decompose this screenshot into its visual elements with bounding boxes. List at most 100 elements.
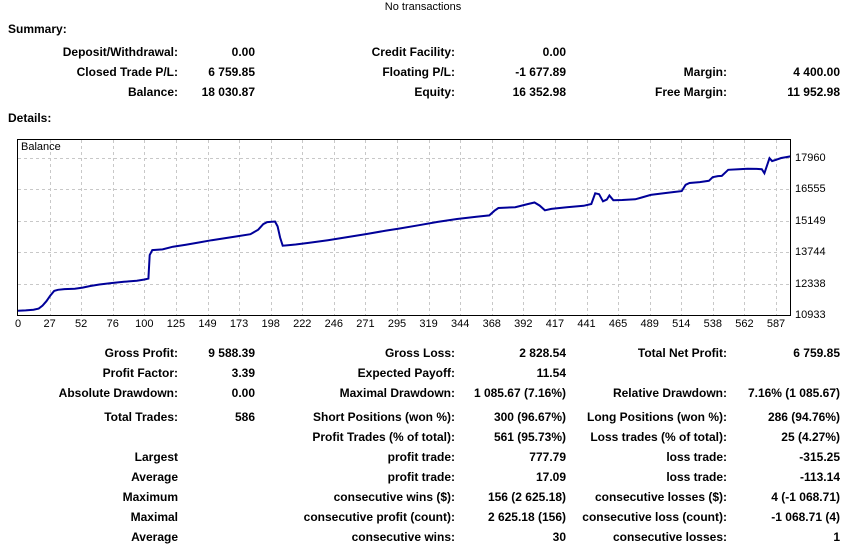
summary-heading: Summary: <box>8 22 67 36</box>
value-cell: -1 068.71 (4) <box>771 510 840 524</box>
x-axis-label: 368 <box>482 318 501 330</box>
value-cell: -113.14 <box>799 470 840 484</box>
balance-line-chart <box>17 140 791 315</box>
x-axis-label: 295 <box>387 318 407 330</box>
x-axis-label: 441 <box>577 318 596 330</box>
x-axis-label: 27 <box>43 318 56 330</box>
label-cell: Average <box>131 470 178 484</box>
y-axis-label: 10933 <box>795 309 826 321</box>
label-cell: Total Net Profit: <box>637 346 727 360</box>
label-cell: consecutive wins: <box>351 530 455 544</box>
value-cell <box>178 507 255 527</box>
label-cell: consecutive profit (count): <box>303 510 455 524</box>
label-cell: Profit Factor: <box>102 366 178 380</box>
value-cell: 0.00 <box>231 45 255 59</box>
value-cell <box>178 427 255 447</box>
value-cell: 30 <box>552 530 566 544</box>
value-cell: 777.79 <box>529 450 566 464</box>
value-cell: 6 759.85 <box>793 346 840 360</box>
x-axis-label: 319 <box>419 318 438 330</box>
x-axis-label: 417 <box>545 318 565 330</box>
value-cell: 16 352.98 <box>512 85 566 99</box>
report-title: No transactions <box>384 1 462 13</box>
x-axis-label: 0 <box>14 318 22 330</box>
value-cell <box>178 447 255 467</box>
label-cell: loss trade: <box>666 450 727 464</box>
y-axis-label: 17960 <box>795 152 826 164</box>
value-cell: 286 (94.76%) <box>767 410 840 424</box>
value-cell: 4 400.00 <box>793 65 840 79</box>
label-cell: Average <box>131 530 178 544</box>
value-cell: -1 677.89 <box>515 65 566 79</box>
statistics-table: Gross Profit: 9 588.39 Gross Loss: 2 828.54… <box>0 343 840 403</box>
label-cell <box>566 42 727 62</box>
value-cell: 17.09 <box>535 470 566 484</box>
x-axis-label: 198 <box>261 318 280 330</box>
value-cell: 586 <box>234 410 255 424</box>
label-cell: Maximum <box>122 490 178 504</box>
value-cell: 2 828.54 <box>519 346 566 360</box>
value-cell: 1 085.67 (7.16%) <box>473 386 566 400</box>
label-cell: Relative Drawdown: <box>612 386 727 400</box>
label-cell: Absolute Drawdown: <box>58 386 178 400</box>
x-axis-label: 149 <box>198 318 217 330</box>
label-cell: Maximal Drawdown: <box>339 386 455 400</box>
value-cell: 18 030.87 <box>201 85 255 99</box>
label-cell: Short Positions (won %): <box>313 410 455 424</box>
label-cell <box>566 363 727 383</box>
label-cell: Free Margin: <box>654 85 727 99</box>
x-axis-label: 271 <box>356 318 375 330</box>
label-cell: Balance: <box>127 85 178 99</box>
x-axis-label: 100 <box>135 318 154 330</box>
label-cell: Floating P/L: <box>382 65 455 79</box>
value-cell: -315.25 <box>799 450 840 464</box>
label-cell: Long Positions (won %): <box>587 410 727 424</box>
balance-series-line <box>17 155 791 312</box>
value-cell: 11 952.98 <box>787 85 840 99</box>
value-cell: 25 (4.27%) <box>781 430 840 444</box>
x-axis-label: 392 <box>514 318 533 330</box>
label-cell: Equity: <box>414 85 455 99</box>
value-cell <box>727 363 840 383</box>
label-cell: profit trade: <box>387 470 455 484</box>
x-axis-label: 76 <box>106 318 119 330</box>
value-cell <box>727 42 840 62</box>
label-cell: Deposit/Withdrawal: <box>62 45 178 59</box>
label-cell: consecutive losses ($): <box>594 490 727 504</box>
x-axis-label: 514 <box>672 318 691 330</box>
label-cell: Total Trades: <box>104 410 178 424</box>
value-cell: 11.54 <box>536 366 566 380</box>
x-axis-label: 52 <box>75 318 88 330</box>
label-cell: Closed Trade P/L: <box>76 65 178 79</box>
label-cell: loss trade: <box>666 470 727 484</box>
x-axis-label: 344 <box>450 318 470 330</box>
x-axis-label: 246 <box>324 318 344 330</box>
x-axis-label: 538 <box>703 318 723 330</box>
label-cell: Maximal <box>130 510 178 524</box>
value-cell: 1 <box>833 530 840 544</box>
y-axis-label: 15149 <box>795 214 826 227</box>
details-heading: Details: <box>8 111 52 125</box>
balance-chart: Balance <box>17 139 791 316</box>
value-cell: 9 588.39 <box>208 346 255 360</box>
value-cell: 2 625.18 (156) <box>487 510 566 524</box>
value-cell <box>178 467 255 487</box>
value-cell: 7.16% (1 085.67) <box>747 386 840 400</box>
trades-table: Total Trades: 586 Short Positions (won %):… <box>0 407 840 547</box>
x-axis-label: 222 <box>293 318 312 330</box>
value-cell: 6 759.85 <box>208 65 255 79</box>
label-cell: profit trade: <box>387 450 455 464</box>
value-cell: 300 (96.67%) <box>493 410 566 424</box>
label-cell <box>0 427 178 447</box>
summary-table: Deposit/Withdrawal: 0.00 Credit Facility: 0… <box>0 42 840 102</box>
balance-chart-legend: Balance <box>21 141 61 153</box>
x-axis-label: 489 <box>640 318 659 330</box>
value-cell <box>178 527 255 547</box>
label-cell: consecutive wins ($): <box>333 490 455 504</box>
y-axis-label: 12338 <box>795 277 826 290</box>
label-cell: Gross Loss: <box>384 346 455 360</box>
y-axis-label: 13744 <box>795 246 826 259</box>
value-cell <box>178 487 255 507</box>
label-cell: Largest <box>134 450 178 464</box>
